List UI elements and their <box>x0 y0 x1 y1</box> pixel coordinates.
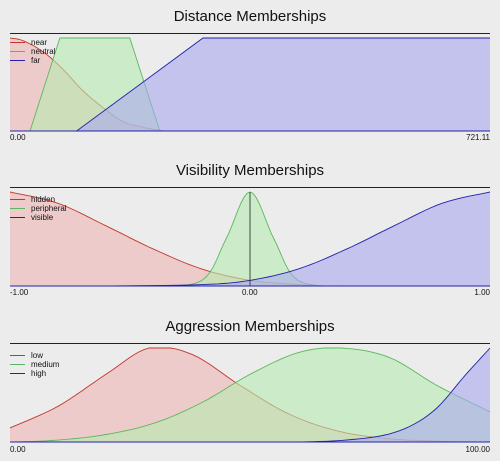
legend-entry-peripheral: peripheral <box>10 204 67 213</box>
legend-entry-near: near <box>10 38 55 47</box>
series-area-medium <box>10 348 490 442</box>
chart-title: Distance Memberships <box>173 8 327 25</box>
title-rule <box>10 187 490 188</box>
series-area-high <box>298 348 490 442</box>
x-tick-label: 0.00 <box>242 288 258 297</box>
x-tick-label: 0.00 <box>10 133 26 142</box>
series-line-visible <box>105 191 491 287</box>
chart-plot <box>9 347 491 443</box>
series-area-far <box>76 38 490 131</box>
legend-swatch <box>10 355 25 356</box>
legend-entry-hidden: hidden <box>10 195 67 204</box>
legend-swatch <box>10 373 25 374</box>
legend-label: near <box>31 38 48 47</box>
chart-title: Aggression Memberships <box>165 318 335 335</box>
chart-panel-visibility: Visibility Memberships hidden peripheral v… <box>0 162 500 312</box>
legend-label: peripheral <box>31 204 67 213</box>
chart-panel-distance: Distance Memberships near neutral far 0.00… <box>0 8 500 158</box>
chart-legend: hidden peripheral visible <box>10 195 67 222</box>
legend-entry-high: high <box>10 369 59 378</box>
chart-plot <box>9 191 491 287</box>
legend-swatch <box>10 42 25 43</box>
legend-entry-visible: visible <box>10 213 67 222</box>
x-tick-label: 100.00 <box>465 445 490 454</box>
series-line-high <box>297 347 491 443</box>
legend-label: hidden <box>31 195 56 204</box>
x-tick-label: 1.00 <box>474 288 490 297</box>
x-tick-label: 721.11 <box>466 133 490 142</box>
legend-swatch <box>10 217 25 218</box>
legend-label: medium <box>31 360 60 369</box>
legend-label: low <box>31 351 44 360</box>
chart-title: Visibility Memberships <box>175 162 325 179</box>
legend-swatch <box>10 199 25 200</box>
legend-label: neutral <box>31 47 56 56</box>
series-line-medium <box>9 347 491 443</box>
series-area-visible <box>106 192 490 286</box>
title-rule <box>10 33 490 34</box>
legend-entry-neutral: neutral <box>10 47 55 56</box>
x-tick-label: 0.00 <box>10 445 26 454</box>
chart-panel-aggression: Aggression Memberships low medium high 0.0… <box>0 318 500 461</box>
x-tick-label: -1.00 <box>10 288 29 297</box>
series-area-hidden <box>10 192 322 286</box>
legend-entry-low: low <box>10 351 59 360</box>
legend-swatch <box>10 208 25 209</box>
legend-entry-medium: medium <box>10 360 59 369</box>
series-line-far <box>76 37 490 132</box>
chart-legend: low medium high <box>10 351 59 378</box>
legend-label: high <box>31 369 47 378</box>
title-rule <box>10 343 490 344</box>
legend-swatch <box>10 51 25 52</box>
legend-entry-far: far <box>10 56 55 65</box>
legend-swatch <box>10 60 25 61</box>
chart-legend: near neutral far <box>10 38 55 65</box>
legend-label: far <box>31 56 41 65</box>
chart-plot <box>9 37 490 132</box>
legend-swatch <box>10 364 25 365</box>
legend-label: visible <box>31 213 54 222</box>
